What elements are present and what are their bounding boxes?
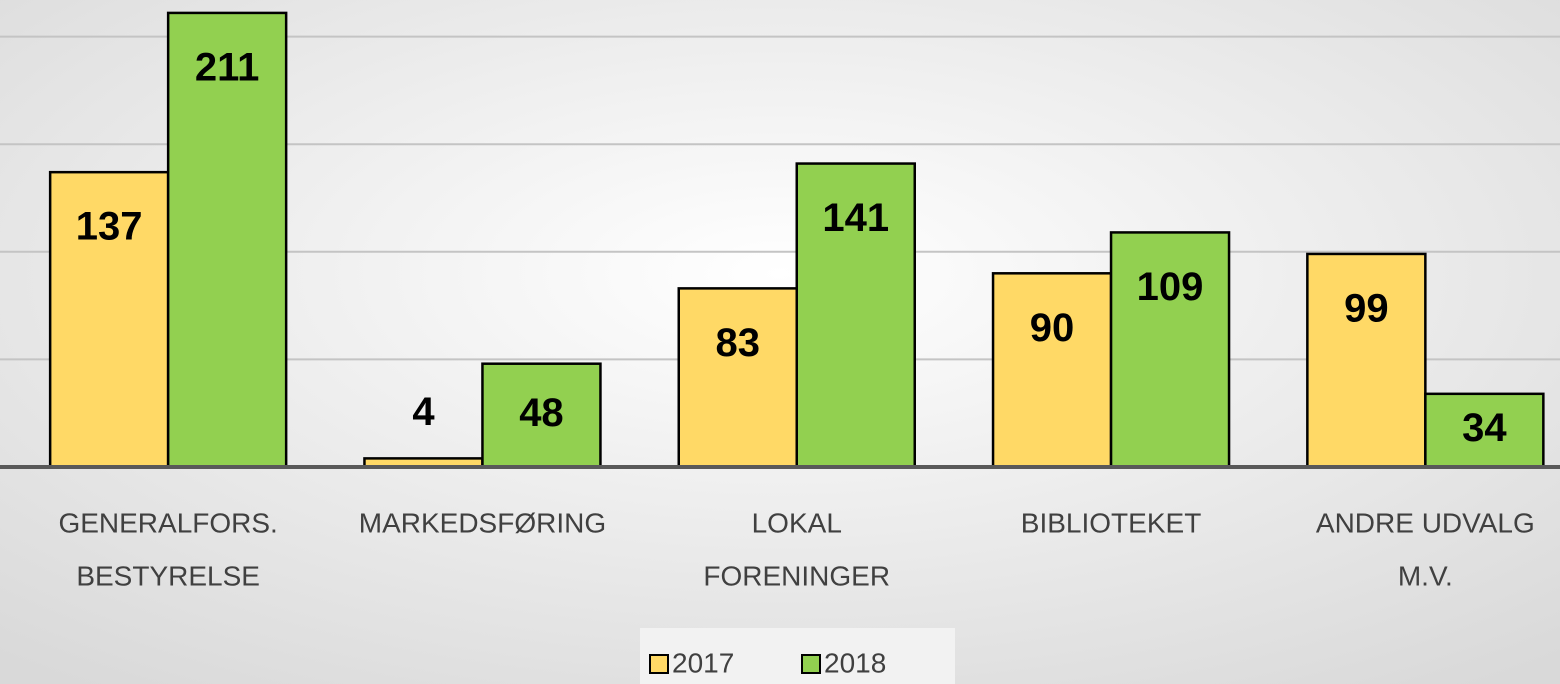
bar (1109, 231, 1231, 469)
x-tick-label: M.V. (1398, 560, 1453, 591)
x-tick-label: GENERALFORS. (58, 507, 277, 538)
data-label: 4 (412, 390, 435, 434)
bar (991, 272, 1113, 469)
data-label: 83 (716, 321, 761, 365)
bar (1306, 252, 1427, 469)
bar (48, 170, 170, 469)
data-label: 211 (195, 45, 260, 89)
data-label: 137 (76, 205, 143, 249)
data-label: 141 (822, 196, 889, 240)
bar (481, 362, 602, 469)
data-label: 109 (1137, 265, 1204, 309)
legend-swatch (649, 654, 669, 674)
bar (795, 162, 916, 469)
legend-box (640, 628, 955, 684)
bar (1424, 392, 1545, 469)
data-label: 99 (1344, 287, 1389, 331)
x-tick-label: MARKEDSFØRING (359, 507, 606, 538)
legend-label: 2018 (824, 647, 886, 678)
data-label: 34 (1462, 406, 1507, 450)
x-tick-label: ANDRE UDVALG (1316, 507, 1535, 538)
data-label: 90 (1030, 306, 1075, 350)
x-tick-label: BIBLIOTEKET (1021, 507, 1202, 538)
x-tick-label: FORENINGER (703, 560, 890, 591)
bar (677, 287, 798, 469)
data-label: 48 (519, 391, 564, 435)
legend-label: 2017 (672, 647, 734, 678)
bar (166, 11, 288, 469)
x-tick-label: BESTYRELSE (76, 560, 260, 591)
legend-swatch (801, 654, 821, 674)
x-tick-label: LOKAL (752, 507, 842, 538)
